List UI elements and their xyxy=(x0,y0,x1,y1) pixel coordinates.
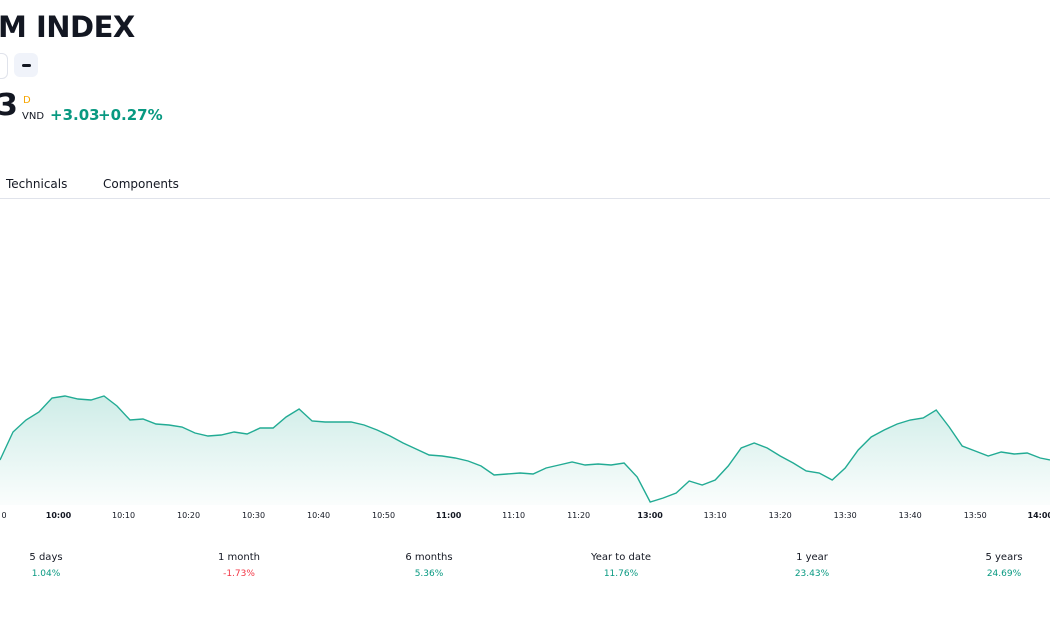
x-tick-label: 13:10 xyxy=(704,511,727,520)
change: +3.03 xyxy=(50,106,100,124)
x-tick-label: 10:30 xyxy=(242,511,265,520)
period-change: 5.36% xyxy=(414,569,444,579)
x-tick-label: 10:40 xyxy=(307,511,330,520)
x-tick-label: 0 xyxy=(1,511,6,520)
x-tick-label: 13:50 xyxy=(964,511,987,520)
x-tick-label: 10:10 xyxy=(112,511,135,520)
period-label: 5 years xyxy=(985,552,1023,563)
change-percent: +0.27% xyxy=(98,106,163,124)
x-tick-label: 11:10 xyxy=(502,511,525,520)
tab[interactable]: Components xyxy=(103,177,179,191)
x-tick-label: 10:50 xyxy=(372,511,395,520)
flag: D xyxy=(23,95,31,106)
x-tick-label: 11:20 xyxy=(567,511,590,520)
price: 3 xyxy=(0,88,18,123)
x-tick-label: 10:20 xyxy=(177,511,200,520)
minus-button[interactable] xyxy=(14,53,38,77)
period-change: 1.04% xyxy=(31,569,61,579)
x-tick-label: 13:40 xyxy=(899,511,922,520)
button[interactable] xyxy=(0,53,8,79)
period-change: 24.69% xyxy=(986,569,1022,579)
x-tick-label: 13:30 xyxy=(834,511,857,520)
tab[interactable]: Technicals xyxy=(6,177,68,191)
x-tick-label: 13:00 xyxy=(637,511,663,520)
x-tick-label: 10:00 xyxy=(46,511,72,520)
period-label: 5 days xyxy=(29,552,63,563)
period-label: 1 year xyxy=(796,552,828,563)
area-fill xyxy=(0,396,1050,505)
period-change: -1.73% xyxy=(223,569,255,579)
symbol-title: M INDEX xyxy=(0,10,135,44)
divider xyxy=(0,198,1050,199)
x-tick-label: 13:20 xyxy=(769,511,792,520)
x-tick-label: 14:00 xyxy=(1028,511,1050,520)
period-label: Year to date xyxy=(590,552,652,563)
x-tick-label: 11:00 xyxy=(436,511,462,520)
minus-icon xyxy=(22,64,31,67)
price-line xyxy=(0,395,1050,503)
period-change: 23.43% xyxy=(794,569,830,579)
period-label: 1 month xyxy=(218,552,260,563)
currency: VND xyxy=(22,111,45,122)
period-change: 11.76% xyxy=(603,569,639,579)
period-label: 6 months xyxy=(405,552,453,563)
